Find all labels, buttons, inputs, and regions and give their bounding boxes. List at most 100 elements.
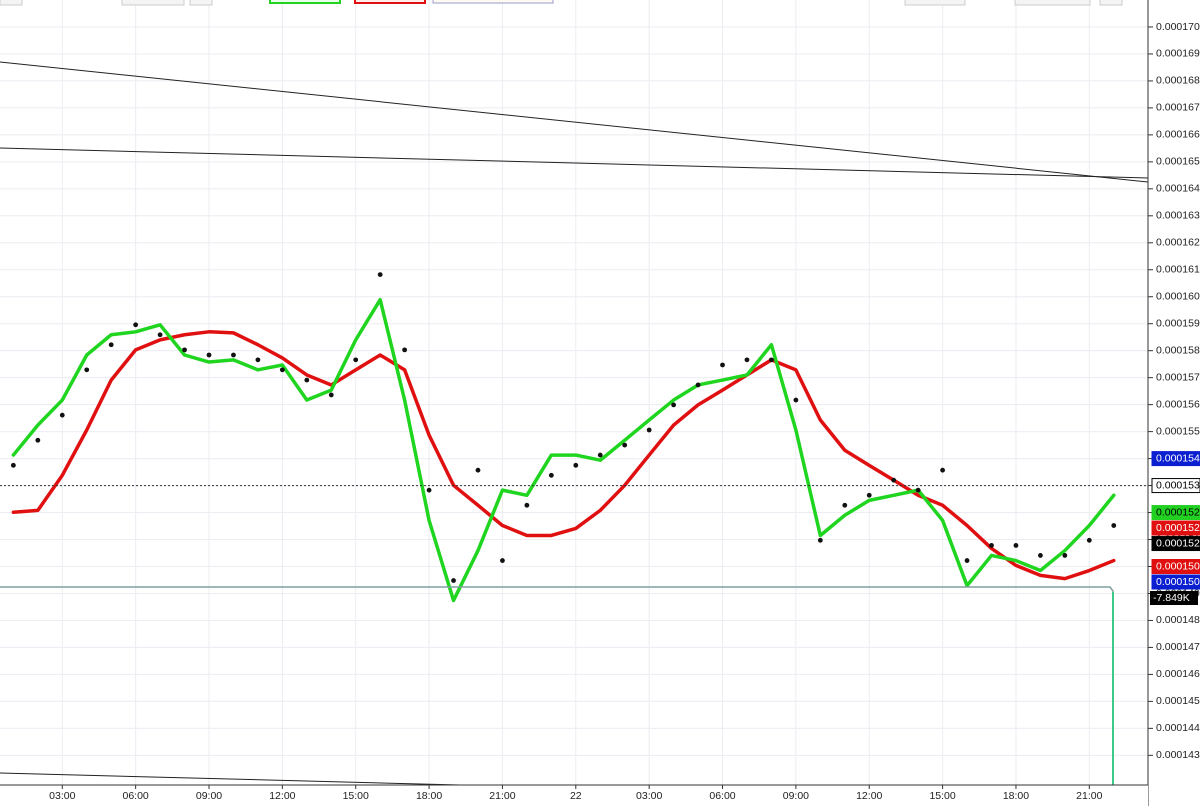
- plot: [0, 272, 1148, 603]
- sar-dot: [1013, 543, 1019, 548]
- price-tag-label: 0.000150: [1156, 560, 1200, 572]
- x-tick-label: 22: [570, 790, 582, 802]
- sar-dot: [573, 462, 579, 468]
- sar-dot: [548, 472, 554, 478]
- trend-line: [0, 147, 1149, 179]
- y-tick-label: 0.000170: [1156, 21, 1200, 33]
- sar-dot: [989, 543, 994, 548]
- price-tag: [1151, 536, 1200, 552]
- y-tick-label: 0.000165: [1156, 156, 1200, 168]
- toolbar-button[interactable]: [0, 0, 23, 6]
- y-tick-label: 0.000144: [1156, 722, 1200, 734]
- y-tick-label: 0.000160: [1156, 291, 1200, 303]
- y-tick-label: 0.000159: [1156, 317, 1200, 329]
- toolbar-button[interactable]: [904, 0, 966, 6]
- y-tick-label: 0.000162: [1156, 237, 1200, 249]
- sar-dot: [255, 357, 261, 363]
- toolbar-button[interactable]: [189, 0, 213, 6]
- price-tag: [1151, 478, 1200, 494]
- sar-dot: [671, 402, 677, 408]
- toolbar-button[interactable]: [1014, 0, 1091, 6]
- y-tick-label: 0.000164: [1156, 183, 1200, 195]
- sar-dot: [1111, 523, 1117, 528]
- y-tick-label: 0.000143: [1156, 749, 1200, 761]
- y-tick-label: 0.000169: [1156, 48, 1200, 60]
- sar-dot: [182, 347, 187, 353]
- sar-dot: [279, 367, 285, 373]
- x-tick-label: 15:00: [929, 790, 955, 802]
- sar-dot: [500, 558, 505, 563]
- trend-line: [0, 61, 1149, 183]
- toolbar-button[interactable]: [121, 0, 185, 6]
- sar-dot: [353, 357, 359, 363]
- sar-dot: [1038, 553, 1043, 558]
- price-tag-label: 0.000150: [1156, 576, 1200, 588]
- sar-dot: [866, 492, 872, 498]
- x-tick-label: 09:00: [783, 790, 809, 802]
- sar-dot: [622, 442, 628, 448]
- sar-dot: [10, 462, 16, 468]
- sar-dot: [646, 427, 652, 433]
- price-tag: [1151, 520, 1200, 536]
- y-tick-label: 0.000147: [1156, 641, 1200, 653]
- sar-dot: [206, 352, 212, 358]
- axes: 0.000143 0.000144 0.000145 0.000146 0.000147…: [49, 21, 1200, 802]
- sar-dot: [842, 502, 848, 508]
- y-tick-label: 0.000157: [1156, 371, 1200, 383]
- sar-dot: [695, 382, 701, 388]
- price-tag-label: 0.000152: [1156, 506, 1200, 518]
- sar-dot: [915, 487, 921, 493]
- toolbar-button[interactable]: [269, 0, 341, 4]
- sar-dot: [597, 452, 603, 458]
- indicator-tag-label: -7.849K: [1153, 592, 1190, 604]
- series-line: [11, 297, 1116, 603]
- price-tag: [1151, 451, 1200, 467]
- y-tick-label: 0.000148: [1156, 614, 1200, 626]
- price-tag: [1151, 558, 1200, 574]
- y-tick-label: 0.000146: [1156, 668, 1200, 680]
- sar-dot: [402, 347, 408, 353]
- sar-dot: [133, 322, 139, 328]
- sar-dot: [964, 558, 970, 563]
- x-tick-label: 12:00: [856, 790, 882, 802]
- y-tick-label: 0.000166: [1156, 129, 1200, 141]
- sar-dot: [1062, 553, 1068, 558]
- x-tick-label: 21:00: [489, 790, 515, 802]
- toolbar-button[interactable]: [432, 0, 554, 4]
- toolbar-button[interactable]: [354, 0, 426, 4]
- x-axis-panel: [0, 785, 1148, 806]
- price-tag: [1151, 505, 1200, 521]
- x-tick-label: 06:00: [123, 790, 149, 802]
- toolbar: [0, 0, 1123, 6]
- sar-dot: [451, 578, 456, 583]
- sar-dot: [84, 367, 90, 373]
- indicator-tag: [1150, 591, 1198, 605]
- sar-dot: [231, 352, 236, 358]
- price-tag-label: 0.000154: [1156, 452, 1200, 464]
- y-tick-label: 0.000145: [1156, 695, 1200, 707]
- sar-dot: [940, 467, 945, 473]
- sar-dot: [426, 487, 432, 493]
- price-tag-label: 0.000153: [1156, 479, 1200, 491]
- y-tick-label: 0.000158: [1156, 344, 1200, 356]
- sar-dot: [769, 357, 774, 363]
- sar-dot: [891, 477, 897, 483]
- price-tag-label: 0.000152: [1156, 522, 1200, 534]
- x-tick-label: 06:00: [709, 790, 735, 802]
- x-tick-label: 09:00: [196, 790, 222, 802]
- toolbar-button[interactable]: [1099, 0, 1123, 6]
- sar-dot: [1086, 537, 1092, 543]
- y-tick-label: 0.000156: [1156, 398, 1200, 410]
- sar-dot: [108, 342, 114, 348]
- y-tick-label: 0.000168: [1156, 75, 1200, 87]
- sar-dot: [304, 377, 310, 383]
- y-tick-label: 0.000155: [1156, 425, 1200, 437]
- sar-dot: [793, 397, 799, 403]
- x-tick-label: 18:00: [1003, 790, 1029, 802]
- y-axis-panel: [1148, 0, 1200, 806]
- y-tick-label: 0.000167: [1156, 102, 1200, 114]
- sar-dot: [35, 437, 41, 443]
- series-line: [11, 330, 1116, 581]
